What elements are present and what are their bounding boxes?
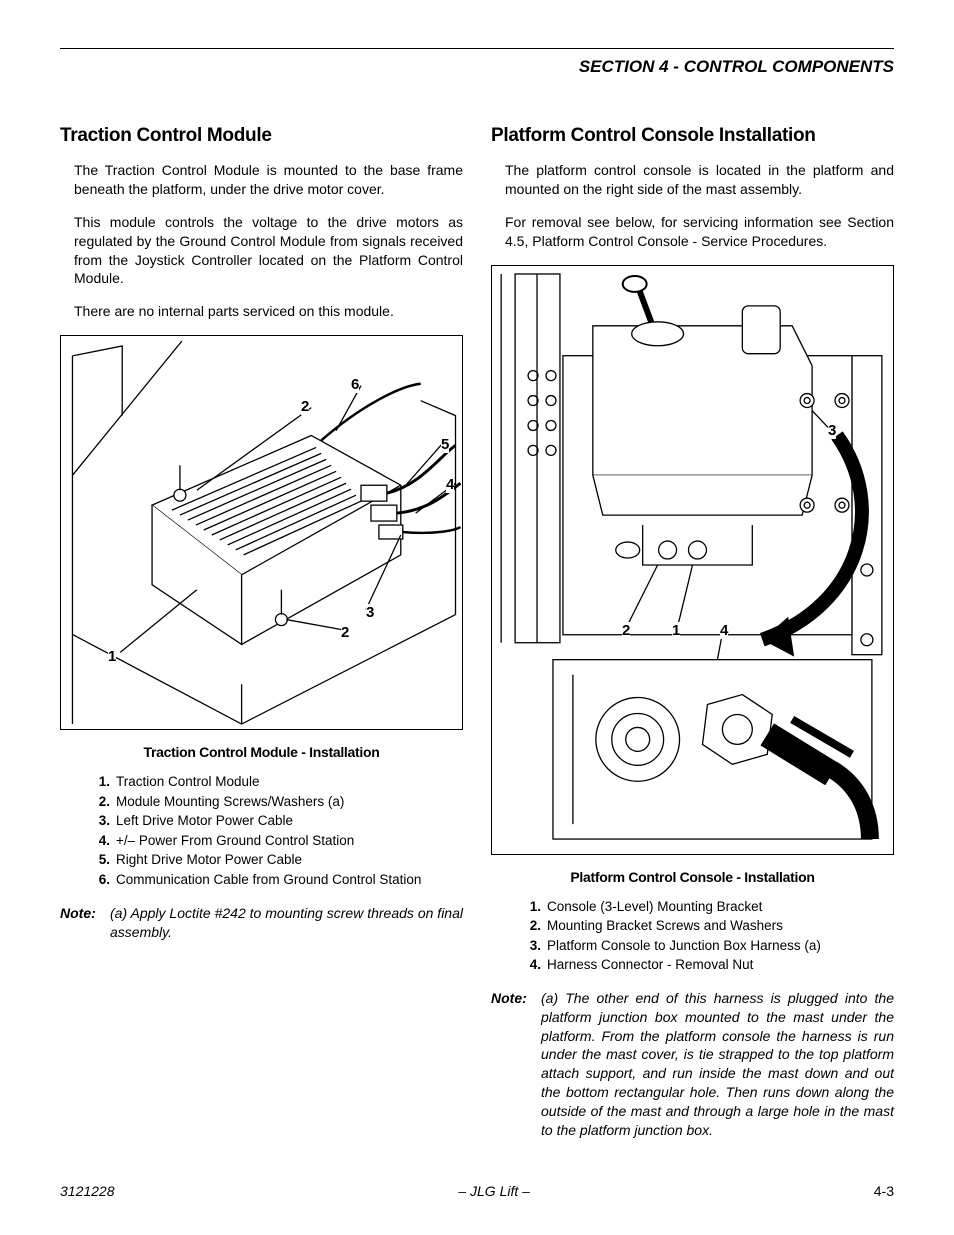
footer-center: – JLG Lift – xyxy=(458,1183,530,1199)
right-para-2: For removal see below, for servicing inf… xyxy=(505,213,894,251)
right-column: Platform Control Console Installation Th… xyxy=(491,125,894,1140)
footer-page-number: 4-3 xyxy=(874,1183,894,1199)
note-label: Note: xyxy=(60,904,110,942)
legend-item: 4.Harness Connector - Removal Nut xyxy=(519,955,894,975)
callout: 2 xyxy=(622,622,630,639)
callout: 1 xyxy=(672,622,680,639)
left-para-2: This module controls the voltage to the … xyxy=(74,213,463,289)
content-columns: Traction Control Module The Traction Con… xyxy=(60,125,894,1140)
callout: 4 xyxy=(720,622,728,639)
legend-right: 1.Console (3-Level) Mounting Bracket 2.M… xyxy=(519,897,894,975)
callout: 2 xyxy=(301,398,309,415)
fig-caption-right: Platform Control Console - Installation xyxy=(491,869,894,885)
note-text: (a) Apply Loctite #242 to mounting screw… xyxy=(110,904,463,942)
right-para-1: The platform control console is located … xyxy=(505,161,894,199)
note-right: Note: (a) The other end of this harness … xyxy=(491,989,894,1140)
left-heading: Traction Control Module xyxy=(60,125,463,147)
page-footer: 3121228 – JLG Lift – 4-3 xyxy=(60,1183,894,1199)
section-header: SECTION 4 - CONTROL COMPONENTS xyxy=(60,57,894,77)
note-text: (a) The other end of this harness is plu… xyxy=(541,989,894,1140)
header-rule xyxy=(60,48,894,49)
left-para-3: There are no internal parts serviced on … xyxy=(74,302,463,321)
legend-item: 1.Traction Control Module xyxy=(88,772,463,792)
traction-diagram-svg xyxy=(61,336,462,729)
callout: 4 xyxy=(446,476,454,493)
callout: 2 xyxy=(341,624,349,641)
legend-item: 2.Mounting Bracket Screws and Washers xyxy=(519,916,894,936)
right-heading: Platform Control Console Installation xyxy=(491,125,894,147)
left-column: Traction Control Module The Traction Con… xyxy=(60,125,463,1140)
callout: 1 xyxy=(108,648,116,665)
fig-caption-left: Traction Control Module - Installation xyxy=(60,744,463,760)
legend-item: 5.Right Drive Motor Power Cable xyxy=(88,850,463,870)
callout: 6 xyxy=(351,376,359,393)
left-para-1: The Traction Control Module is mounted t… xyxy=(74,161,463,199)
legend-left: 1.Traction Control Module 2.Module Mount… xyxy=(88,772,463,889)
note-left: Note: (a) Apply Loctite #242 to mounting… xyxy=(60,904,463,942)
legend-item: 3.Platform Console to Junction Box Harne… xyxy=(519,936,894,956)
callout: 3 xyxy=(828,422,836,439)
footer-doc-number: 3121228 xyxy=(60,1183,115,1199)
note-label: Note: xyxy=(491,989,541,1140)
callout: 3 xyxy=(366,604,374,621)
legend-item: 6.Communication Cable from Ground Contro… xyxy=(88,870,463,890)
figure-traction-module: 6 2 5 4 3 2 1 xyxy=(60,335,463,730)
legend-item: 3.Left Drive Motor Power Cable xyxy=(88,811,463,831)
platform-diagram-svg xyxy=(492,266,893,854)
legend-item: 2.Module Mounting Screws/Washers (a) xyxy=(88,792,463,812)
figure-platform-console: 3 2 1 4 xyxy=(491,265,894,855)
legend-item: 4.+/– Power From Ground Control Station xyxy=(88,831,463,851)
legend-item: 1.Console (3-Level) Mounting Bracket xyxy=(519,897,894,917)
callout: 5 xyxy=(441,436,449,453)
